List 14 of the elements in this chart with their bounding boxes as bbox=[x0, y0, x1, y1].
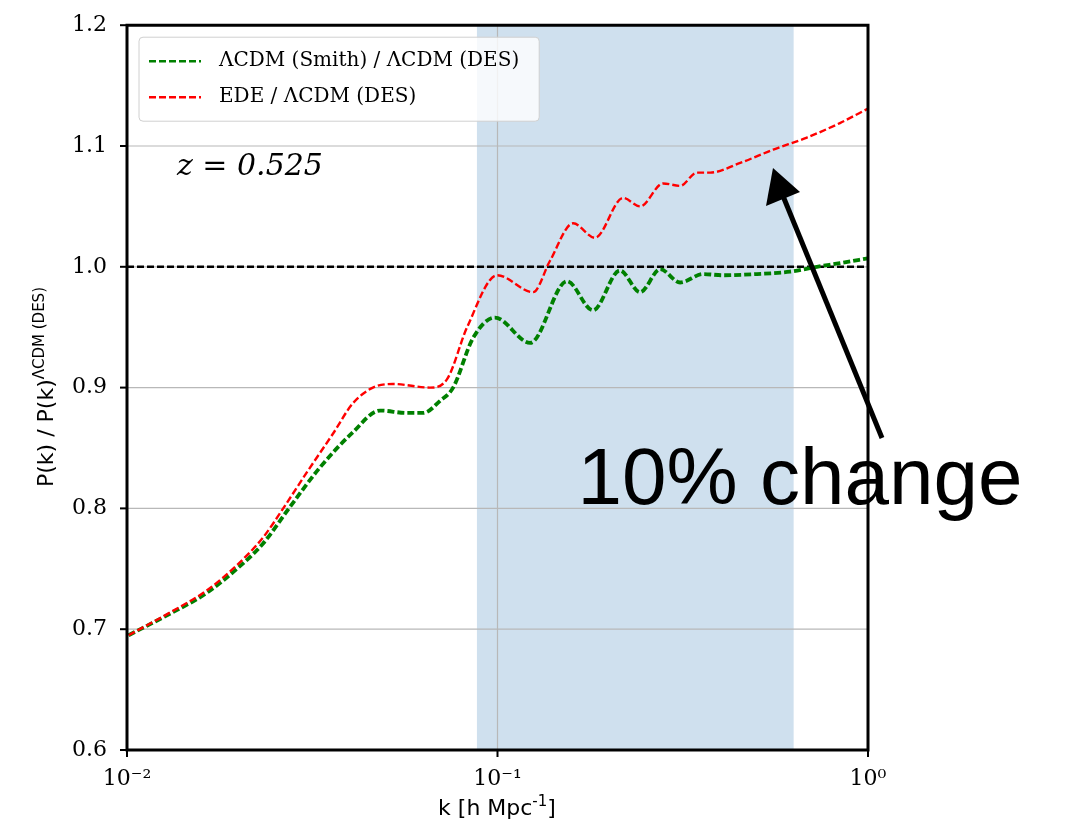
y-tick-label: 0.7 bbox=[72, 614, 107, 640]
y-tick-label: 0.8 bbox=[72, 494, 107, 520]
x-tick-label: 10⁰ bbox=[849, 764, 887, 790]
y-tick-label: 0.9 bbox=[72, 373, 107, 399]
legend-label: EDE / ΛCDM (DES) bbox=[219, 83, 417, 108]
y-tick-label: 1.1 bbox=[72, 131, 107, 157]
legend-label: ΛCDM (Smith) / ΛCDM (DES) bbox=[218, 47, 520, 72]
x-axis-title: k [h Mpc$^{-1}$] bbox=[438, 792, 556, 820]
annotation: z = 0.525 bbox=[176, 147, 323, 182]
y-tick-label: 0.6 bbox=[72, 735, 107, 761]
y-tick-label: 1.0 bbox=[72, 252, 107, 278]
x-tick-label: 10⁻² bbox=[102, 764, 152, 790]
x-tick-label: 10⁻¹ bbox=[473, 764, 522, 790]
y-tick-label: 1.2 bbox=[72, 10, 107, 36]
